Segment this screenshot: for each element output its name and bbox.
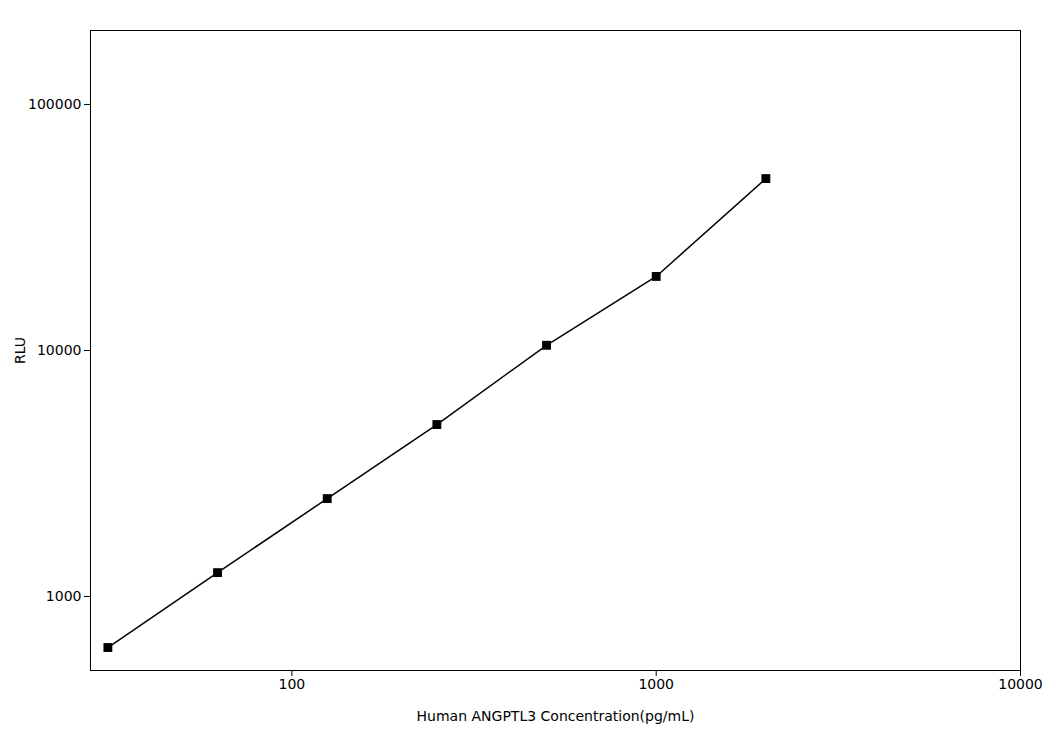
- svg-text:10000: 10000: [998, 676, 1043, 692]
- svg-text:10000: 10000: [37, 342, 82, 358]
- svg-text:1000: 1000: [46, 588, 82, 604]
- svg-text:100000: 100000: [28, 96, 81, 112]
- svg-text:Human ANGPTL3 Concentration(pg: Human ANGPTL3 Concentration(pg/mL): [417, 708, 695, 724]
- svg-text:1000: 1000: [638, 676, 674, 692]
- svg-text:RLU: RLU: [12, 337, 28, 364]
- svg-text:100: 100: [279, 676, 306, 692]
